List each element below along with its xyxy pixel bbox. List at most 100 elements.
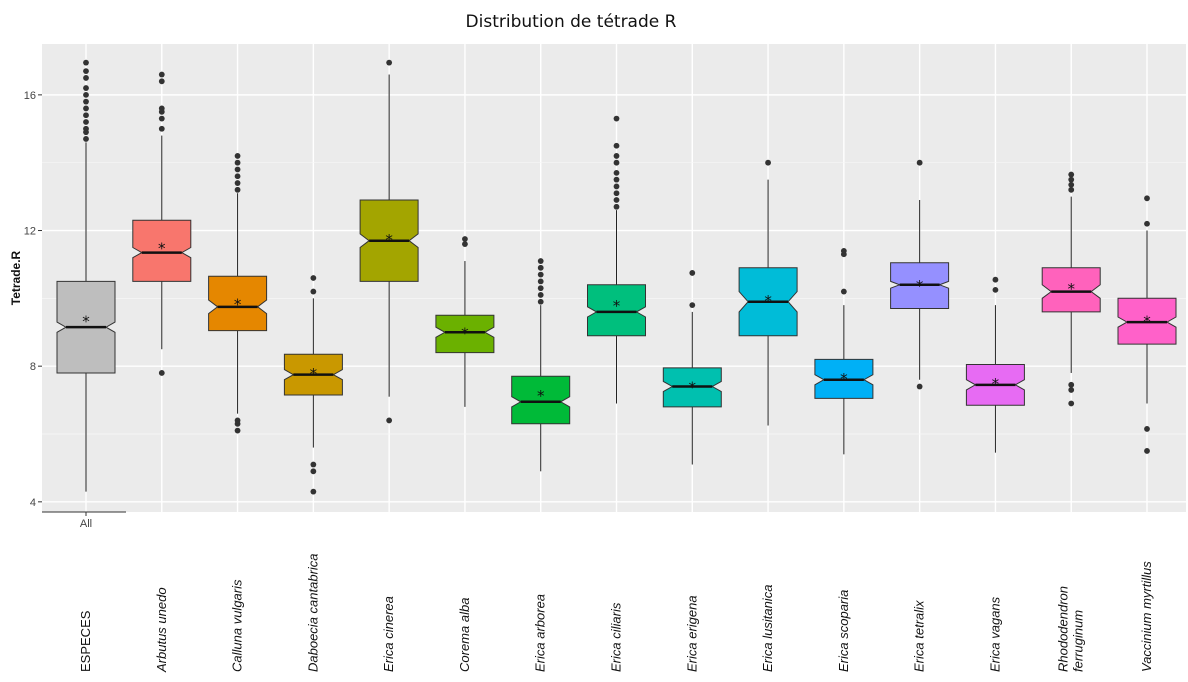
category-label-line: Arbutus unedo bbox=[154, 587, 169, 673]
outlier-point bbox=[689, 270, 696, 276]
outlier-point bbox=[765, 159, 771, 166]
outlier-point bbox=[1144, 448, 1150, 454]
outlier-point bbox=[158, 105, 165, 112]
box-11: * bbox=[814, 247, 874, 455]
outlier-point bbox=[613, 203, 620, 210]
outlier-point bbox=[462, 241, 468, 247]
outlier-point bbox=[537, 264, 544, 271]
outlier-point bbox=[613, 159, 620, 166]
category-label: Corema alba bbox=[457, 598, 472, 672]
mean-marker: * bbox=[916, 277, 924, 295]
box-10: * bbox=[738, 159, 798, 426]
outlier-point bbox=[1144, 220, 1150, 227]
mean-marker: * bbox=[82, 312, 90, 330]
notched-box bbox=[435, 314, 495, 354]
category-label: Erica erigena bbox=[684, 595, 699, 672]
y-tick-label: 16 bbox=[24, 90, 36, 102]
chart-title: Distribution de tétrade R bbox=[466, 12, 677, 32]
outlier-point bbox=[992, 276, 999, 283]
mean-marker: * bbox=[310, 365, 318, 383]
outlier-point bbox=[83, 91, 89, 98]
outlier-point bbox=[1068, 186, 1075, 193]
category-label: Rhododendronferruginum bbox=[1056, 586, 1086, 672]
box-4: * bbox=[283, 275, 343, 495]
category-label-line: Erica arborea bbox=[533, 594, 548, 672]
category-label: Arbutus unedo bbox=[154, 587, 169, 673]
category-label: Daboecia cantabrica bbox=[305, 553, 320, 672]
outlier-point bbox=[916, 159, 923, 166]
outlier-point bbox=[613, 169, 620, 176]
category-label-line: Corema alba bbox=[457, 598, 472, 672]
mean-marker: * bbox=[1143, 312, 1151, 330]
category-label-line: Erica erigena bbox=[684, 595, 699, 672]
category-label-line: Erica ciliaris bbox=[609, 602, 624, 672]
outlier-point bbox=[1144, 195, 1150, 202]
outlier-point bbox=[537, 258, 544, 264]
outlier-point bbox=[1068, 181, 1075, 188]
outlier-point bbox=[537, 285, 544, 292]
outlier-point bbox=[840, 288, 847, 295]
outlier-point bbox=[689, 302, 696, 309]
outlier-point bbox=[840, 247, 847, 254]
outlier-point bbox=[310, 275, 317, 281]
outlier-point bbox=[158, 125, 165, 132]
outlier-point bbox=[83, 98, 89, 105]
mean-marker: * bbox=[992, 375, 1000, 393]
mean-marker: * bbox=[234, 295, 242, 313]
category-label-line: ESPECES bbox=[78, 610, 93, 672]
y-tick-label: 8 bbox=[30, 361, 36, 373]
mean-marker: * bbox=[613, 297, 621, 315]
outlier-point bbox=[83, 112, 89, 119]
mean-marker: * bbox=[158, 239, 166, 257]
outlier-point bbox=[537, 292, 544, 298]
notched-box bbox=[1041, 267, 1101, 313]
category-label: Calluna vulgaris bbox=[230, 579, 245, 672]
outlier-point bbox=[234, 173, 241, 180]
outlier-point bbox=[537, 278, 544, 285]
box-1: * bbox=[56, 59, 116, 492]
outlier-point bbox=[310, 288, 317, 295]
outlier-point bbox=[234, 186, 241, 193]
box-15: * bbox=[1117, 195, 1177, 454]
outlier-point bbox=[613, 183, 620, 190]
outlier-point bbox=[310, 488, 317, 495]
notched-box bbox=[511, 375, 571, 425]
box-8: * bbox=[587, 115, 646, 404]
outlier-point bbox=[158, 115, 165, 122]
outlier-point bbox=[234, 427, 241, 434]
box-7: * bbox=[511, 258, 571, 472]
category-label: Erica vagans bbox=[987, 596, 1002, 672]
category-label-line: Rhododendron bbox=[1056, 586, 1071, 672]
category-label: ESPECES bbox=[78, 610, 93, 672]
category-label: Vaccinium myrtillus bbox=[1139, 561, 1154, 672]
outlier-point bbox=[310, 468, 317, 475]
notched-box bbox=[208, 275, 268, 332]
outlier-point bbox=[83, 119, 89, 125]
outlier-point bbox=[613, 190, 620, 197]
outlier-point bbox=[158, 78, 165, 85]
outlier-point bbox=[158, 370, 165, 376]
outlier-point bbox=[1068, 400, 1075, 407]
box-2: * bbox=[132, 71, 192, 376]
mean-marker: * bbox=[385, 231, 393, 249]
box-5: * bbox=[359, 59, 419, 424]
boxes-layer: * * * * * * * * * * * * * * * bbox=[56, 59, 1177, 495]
outlier-point bbox=[916, 383, 923, 390]
category-label: Erica tetralix bbox=[912, 600, 927, 672]
category-label-line: Erica tetralix bbox=[912, 600, 927, 672]
mean-marker: * bbox=[689, 379, 697, 397]
outlier-point bbox=[613, 176, 620, 183]
category-label-line: Vaccinium myrtillus bbox=[1139, 561, 1154, 672]
box-9: * bbox=[662, 270, 722, 465]
x-tick-label-all: All bbox=[80, 518, 92, 530]
outlier-point bbox=[537, 298, 544, 305]
outlier-point bbox=[992, 286, 999, 293]
y-axis-label: Tetrade.R bbox=[9, 250, 23, 305]
outlier-point bbox=[462, 236, 468, 242]
category-label-line: Daboecia cantabrica bbox=[305, 553, 320, 672]
outlier-point bbox=[83, 105, 89, 112]
box-3: * bbox=[208, 153, 268, 434]
notched-box bbox=[132, 219, 192, 282]
outlier-point bbox=[83, 85, 89, 91]
